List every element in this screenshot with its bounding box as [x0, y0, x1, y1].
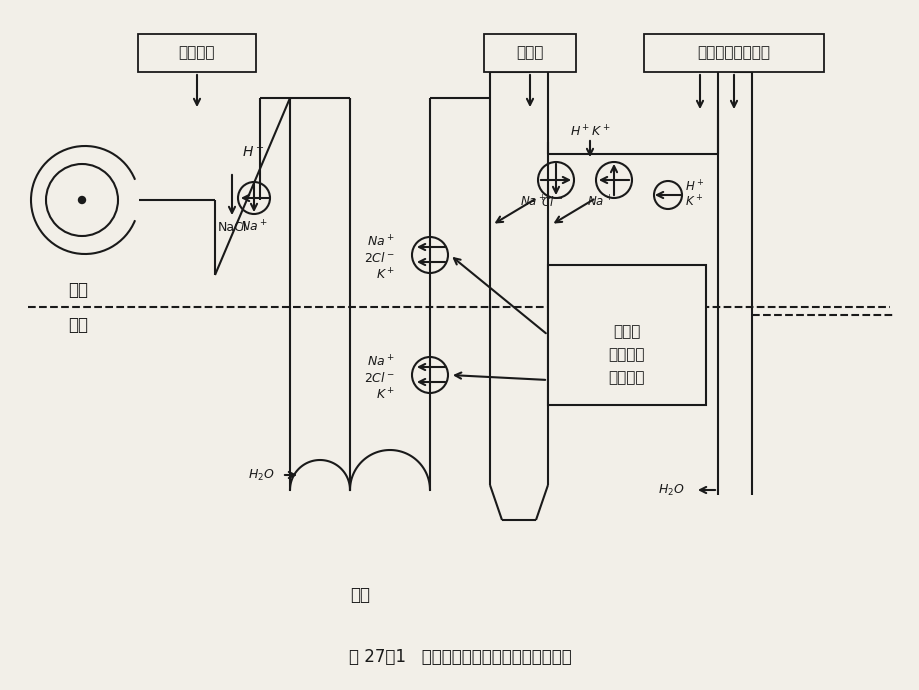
Text: $Na^+$: $Na^+$	[519, 195, 546, 210]
Bar	[548, 265, 705, 405]
Text: 呋塞米: 呋塞米	[613, 324, 640, 339]
Text: 图 27－1   肾小管各段功能和利尿药作用部位: 图 27－1 肾小管各段功能和利尿药作用部位	[348, 648, 571, 666]
Text: $2Cl^-$: $2Cl^-$	[363, 371, 394, 385]
Text: $H^+$: $H^+$	[685, 179, 704, 195]
Text: $2Cl^-$: $2Cl^-$	[363, 251, 394, 265]
Text: $K^+$: $K^+$	[376, 267, 394, 283]
Text: 髓质: 髓质	[68, 316, 88, 334]
Bar	[138, 34, 255, 72]
Text: 皮质: 皮质	[68, 281, 88, 299]
Text: $Na^+$: $Na^+$	[367, 355, 394, 370]
Text: $K^+$: $K^+$	[376, 387, 394, 403]
Text: 依他尼酸: 依他尼酸	[608, 348, 644, 362]
Circle shape	[78, 197, 85, 204]
Text: $Na^+$: $Na^+$	[586, 195, 612, 210]
Text: NaCl: NaCl	[217, 221, 246, 233]
Text: $Na^+$: $Na^+$	[367, 235, 394, 250]
Text: $H_2O$: $H_2O$	[248, 467, 275, 482]
Text: 布美他尼: 布美他尼	[608, 371, 644, 386]
Text: $Na^+$: $Na^+$	[240, 219, 267, 235]
Bar	[483, 34, 575, 72]
Text: $K^+$: $K^+$	[685, 195, 702, 210]
Text: $H_2O$: $H_2O$	[658, 482, 685, 497]
Text: $H^+K^+$: $H^+K^+$	[569, 124, 609, 139]
Text: 乙酰唑胺: 乙酰唑胺	[178, 46, 215, 61]
Text: $Cl^-$: $Cl^-$	[540, 195, 562, 209]
Text: 噻嗪类: 噻嗪类	[516, 46, 543, 61]
Text: 髓袢: 髓袢	[349, 586, 369, 604]
Text: 螺内酯、氨苯蝶啶: 螺内酯、氨苯蝶啶	[697, 46, 770, 61]
Text: $H^+$: $H^+$	[242, 144, 264, 161]
Bar	[643, 34, 823, 72]
